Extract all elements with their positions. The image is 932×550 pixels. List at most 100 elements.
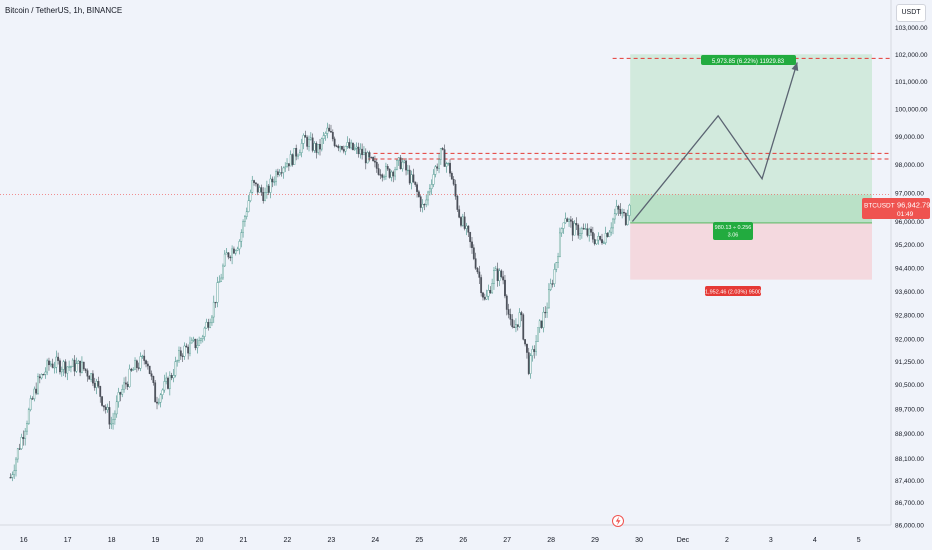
projection-path[interactable] <box>631 62 798 222</box>
candle-body <box>35 388 38 394</box>
stats-label-bg <box>713 222 753 240</box>
candle-body <box>20 437 23 449</box>
candle-body <box>84 368 87 371</box>
candle-body <box>377 168 380 175</box>
candle-body <box>557 256 559 263</box>
candle-body <box>62 361 65 370</box>
candle-body <box>612 218 614 229</box>
candle-body <box>27 409 30 424</box>
candle-body <box>190 340 193 344</box>
candle-body <box>59 360 61 373</box>
candle-body <box>242 221 244 233</box>
candle-body <box>390 171 393 178</box>
candle-body <box>337 145 340 149</box>
candle-body <box>317 144 320 153</box>
candle-body <box>101 396 103 406</box>
candle-body <box>524 339 526 345</box>
candle-body <box>31 398 34 400</box>
candle-body <box>553 269 556 285</box>
lightning-icon[interactable] <box>612 515 624 527</box>
candle-body <box>333 138 336 146</box>
candle-body <box>135 360 138 368</box>
candle-body <box>478 271 481 278</box>
candle-body <box>289 154 292 167</box>
candle-body <box>227 252 230 258</box>
candle-body <box>403 160 406 163</box>
candle-body <box>406 169 409 172</box>
candle-body <box>185 345 188 348</box>
candle-body <box>383 176 385 178</box>
candle-body <box>278 172 281 175</box>
candle-body <box>44 371 47 375</box>
candle-body <box>452 179 455 185</box>
candle-body <box>461 216 464 226</box>
y-tick-label: 103,000.00 <box>895 25 928 32</box>
currency-selector[interactable]: USDT <box>896 4 926 22</box>
candle-body <box>134 360 136 370</box>
candle-body <box>315 143 318 153</box>
candle-body <box>593 239 596 245</box>
candle-body <box>157 401 160 404</box>
candle-body <box>38 376 41 379</box>
candle-body <box>434 166 437 175</box>
candle-body <box>271 178 274 183</box>
x-tick-label: 21 <box>240 537 248 544</box>
candle-body <box>64 361 67 374</box>
candle-body <box>548 289 550 309</box>
y-tick-label: 94,400.00 <box>895 265 924 272</box>
candle-body <box>394 169 396 177</box>
x-tick-label: 27 <box>503 537 511 544</box>
stop-label-bg <box>705 286 761 296</box>
candle-body <box>582 228 585 230</box>
candle-body <box>55 356 58 368</box>
price-tag-symbol: BTCUSDT <box>864 203 895 210</box>
candle-body <box>319 144 321 150</box>
candle-body <box>311 137 314 151</box>
candle-body <box>88 376 91 380</box>
candle-body <box>330 131 332 133</box>
candle-body <box>176 360 179 362</box>
candle-body <box>256 183 259 193</box>
candle-body <box>392 171 395 177</box>
candle-body <box>205 321 208 329</box>
candle-body <box>187 346 190 354</box>
candle-body <box>423 204 426 206</box>
candle-body <box>421 204 424 208</box>
candle-body <box>346 142 349 147</box>
candle-body <box>79 360 82 373</box>
candle-body <box>273 181 276 183</box>
candle-body <box>450 173 453 180</box>
candle-body <box>416 184 418 192</box>
candle-body <box>601 239 603 244</box>
candle-body <box>628 204 631 216</box>
candle-body <box>220 277 223 282</box>
x-tick-label: Dec <box>677 537 690 544</box>
candle-body <box>309 137 312 140</box>
candle-body <box>342 149 345 152</box>
candle-body <box>322 135 325 140</box>
candle-body <box>386 166 389 170</box>
x-tick-label: 30 <box>635 537 643 544</box>
candle-body <box>546 307 548 314</box>
candle-body <box>75 363 78 372</box>
candle-body <box>60 369 63 373</box>
candle-body <box>103 405 105 408</box>
stats-label: 980.13 ÷ 0.256 3.06 <box>713 222 753 240</box>
candle-body <box>463 216 466 229</box>
candle-body <box>560 228 563 234</box>
candle-body <box>293 148 296 165</box>
y-tick-label: 87,400.00 <box>895 478 924 485</box>
candle-body <box>445 163 448 167</box>
candle-body <box>562 222 565 229</box>
candle-body <box>610 227 613 233</box>
candle-body <box>291 154 294 165</box>
price-tag-price: 96,942.79 <box>897 201 930 210</box>
candle-body <box>573 223 576 236</box>
candle-body <box>412 174 415 183</box>
candle-body <box>344 146 347 152</box>
candle-body <box>16 448 19 460</box>
candle-body <box>608 231 611 237</box>
x-tick-label: 3 <box>769 537 773 544</box>
candle-body <box>348 142 351 149</box>
